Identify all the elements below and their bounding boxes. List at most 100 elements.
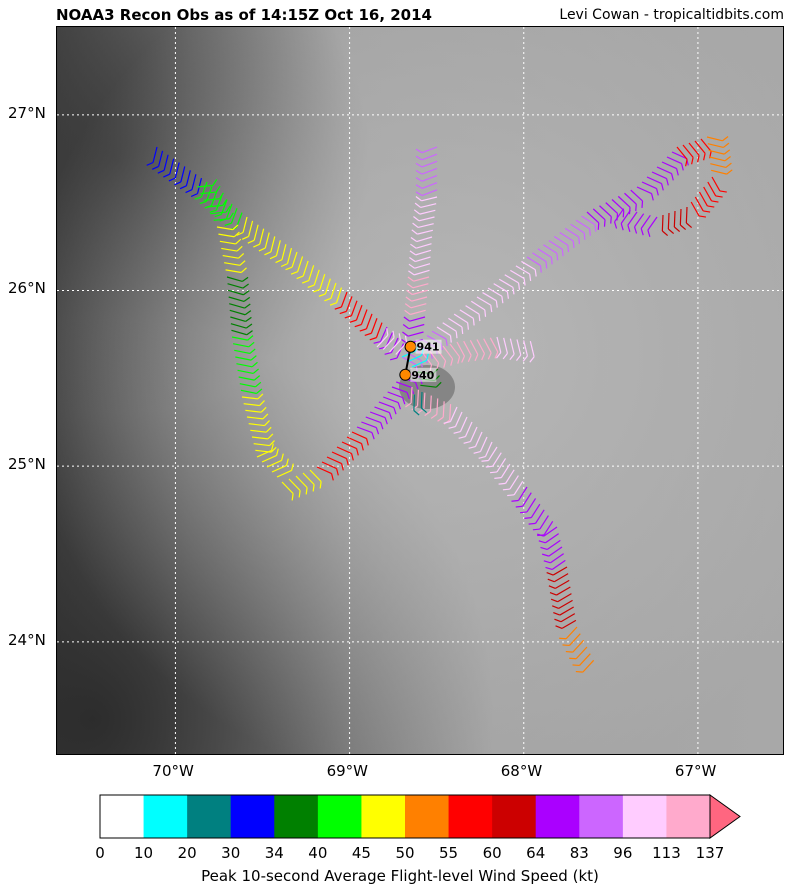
- wind-barb-flag: [245, 316, 252, 322]
- wind-barb-flag: [384, 417, 388, 425]
- wind-barb-flag: [724, 155, 731, 162]
- wind-barb: [456, 341, 466, 357]
- wind-barb-flag: [413, 209, 421, 215]
- wind-barb: [500, 463, 511, 478]
- wind-barb-flag: [250, 355, 257, 361]
- wind-barb: [545, 533, 560, 544]
- wind-barb-flag: [461, 326, 464, 335]
- wind-barb-flag: [661, 230, 669, 237]
- wind-barb-flag: [163, 173, 170, 178]
- colorbar-tick-label: 45: [351, 844, 371, 862]
- recon-map: 941 940: [56, 26, 784, 755]
- wind-barb-flag: [291, 463, 294, 471]
- wind-barb: [420, 384, 437, 388]
- wind-barb: [319, 274, 326, 290]
- wind-barb: [355, 304, 363, 321]
- wind-barb: [412, 289, 428, 296]
- wind-barb-flag: [404, 335, 408, 343]
- wind-barb: [302, 472, 315, 485]
- wind-barb-flag: [290, 271, 298, 275]
- wind-barb-flag: [398, 333, 401, 341]
- wind-barb: [526, 256, 541, 267]
- wind-barb: [227, 283, 244, 289]
- wind-barb: [225, 269, 242, 274]
- wind-barb: [640, 214, 651, 229]
- wind-barb-flag: [685, 159, 688, 167]
- wind-barb: [569, 633, 581, 646]
- wind-barb: [415, 243, 432, 249]
- wind-barb: [706, 136, 723, 142]
- wind-barb: [453, 313, 468, 324]
- wind-barb: [309, 469, 322, 482]
- longitude-label: 67°W: [674, 762, 717, 780]
- wind-barb: [196, 184, 213, 188]
- wind-barb: [250, 429, 267, 433]
- wind-barb-flag: [280, 263, 288, 268]
- wind-barb: [421, 189, 438, 197]
- wind-barb: [340, 291, 348, 308]
- wind-barb: [529, 341, 535, 357]
- wind-barb-flag: [555, 625, 563, 629]
- wind-barb: [205, 186, 213, 202]
- wind-barb-flag: [199, 200, 207, 205]
- wind-barb-flag: [243, 290, 250, 296]
- wind-barb: [374, 406, 390, 414]
- map-credit: Levi Cowan - tropicaltidbits.com: [559, 7, 784, 23]
- wind-barb: [200, 191, 217, 195]
- wind-barb: [487, 446, 498, 461]
- wind-barb: [516, 339, 522, 356]
- wind-barb: [543, 244, 558, 254]
- wind-barb-flag: [703, 153, 706, 161]
- wind-barb: [395, 342, 408, 355]
- wind-barb-flag: [409, 250, 417, 256]
- wind-barb-flag: [380, 422, 384, 430]
- wind-barb: [411, 296, 428, 302]
- wind-barb-flag: [408, 263, 416, 269]
- wind-barb-flag: [212, 179, 218, 186]
- wind-barb-flag: [515, 505, 523, 508]
- wind-barb: [690, 201, 700, 217]
- wind-barb-flag: [402, 397, 406, 405]
- wind-barb-flag: [610, 216, 612, 224]
- wind-barb-flag: [312, 484, 315, 492]
- wind-barb-flag: [502, 488, 510, 491]
- wind-barb-flag: [281, 453, 284, 461]
- wind-barb: [498, 278, 514, 288]
- wind-barb-flag: [430, 413, 438, 419]
- wind-barb-flag: [356, 448, 359, 456]
- pressure-observations: 941 940: [399, 339, 442, 382]
- wind-barb-flag: [554, 618, 562, 623]
- wind-barb-flag: [248, 341, 255, 348]
- wind-barb-flag: [344, 315, 352, 319]
- wind-barb: [661, 161, 677, 170]
- wind-barb-flag: [726, 169, 733, 175]
- wind-barb: [275, 240, 281, 256]
- pressure-label: 940: [411, 369, 434, 382]
- wind-barb: [376, 334, 389, 348]
- wind-barb: [356, 426, 373, 434]
- colorbar-tick-label: 20: [177, 844, 197, 862]
- wind-barb-flag: [244, 310, 252, 316]
- wind-barb: [410, 386, 413, 404]
- wind-barb: [321, 461, 337, 470]
- wind-barb-flag: [515, 354, 522, 361]
- colorbar-tick-label: 113: [652, 844, 681, 862]
- wind-barb-flag: [633, 226, 638, 234]
- wind-barb-flag: [410, 237, 418, 243]
- wind-barb: [418, 216, 435, 222]
- wind-barb-flag: [242, 276, 249, 282]
- wind-barb-flag: [413, 215, 420, 222]
- wind-barb-flag: [578, 236, 581, 244]
- wind-barb-flag: [286, 458, 289, 466]
- wind-barb: [465, 305, 480, 315]
- wind-barb: [413, 394, 416, 411]
- wind-barb-flag: [410, 243, 417, 249]
- wind-barb: [688, 142, 700, 156]
- wind-barb-flag: [190, 193, 198, 198]
- wind-barb: [442, 401, 445, 418]
- center-fix-marker: [404, 340, 417, 353]
- wind-barb: [248, 220, 254, 237]
- wind-barb: [474, 431, 483, 447]
- wind-barb-flag: [402, 324, 410, 330]
- wind-barb-flag: [371, 432, 375, 440]
